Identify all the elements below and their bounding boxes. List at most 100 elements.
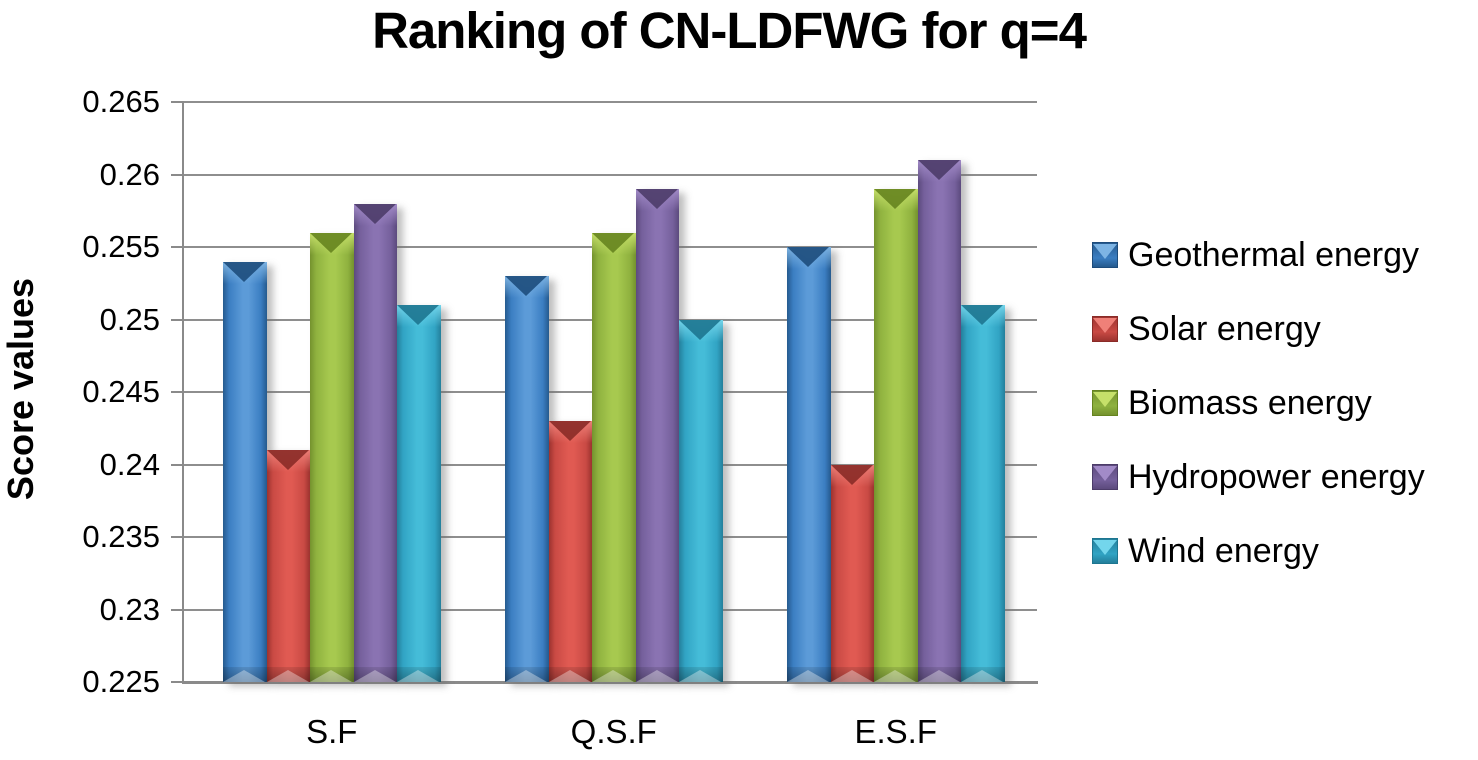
bar-hydropower-energy xyxy=(917,160,961,682)
legend-label: Geothermal energy xyxy=(1128,235,1420,274)
bar-top-bevel xyxy=(787,247,829,267)
bar-top-bevel xyxy=(917,160,960,180)
x-tick-label: Q.S.F xyxy=(570,713,657,750)
bar-top-bevel xyxy=(223,261,265,282)
y-axis-tick xyxy=(171,173,183,176)
y-axis-tick xyxy=(171,463,183,466)
legend-label: Hydropower energy xyxy=(1128,457,1425,496)
legend-swatch-bevel xyxy=(1093,318,1117,333)
y-tick-label: 0.23 xyxy=(99,591,160,627)
x-tick-label: S.F xyxy=(306,713,358,750)
bar-bottom-bevel xyxy=(592,670,634,682)
legend-item: Solar energy xyxy=(1092,309,1425,348)
y-axis-tick xyxy=(171,246,183,248)
legend-swatch xyxy=(1092,390,1118,416)
bar-top-bevel xyxy=(592,232,634,253)
y-axis-tick xyxy=(171,681,183,683)
gridline xyxy=(183,173,1037,176)
bar-bottom-shade xyxy=(548,667,592,682)
legend-swatch xyxy=(1092,316,1118,342)
bar-biomass-energy xyxy=(874,189,918,682)
legend-swatch-bevel xyxy=(1093,244,1117,259)
legend-label: Wind energy xyxy=(1128,531,1319,570)
bar-geothermal-energy xyxy=(787,247,831,682)
legend-item: Wind energy xyxy=(1092,531,1425,570)
y-tick-label: 0.26 xyxy=(99,156,160,192)
bar-wind-energy xyxy=(679,319,723,682)
y-axis-tick xyxy=(171,536,183,538)
bar-bottom-bevel xyxy=(635,670,678,682)
bar-bottom-shade xyxy=(505,667,549,682)
x-axis-line xyxy=(182,681,1038,684)
bar-bottom-bevel xyxy=(961,670,1003,682)
bar-hydropower-energy xyxy=(635,189,679,682)
bar-top-bevel xyxy=(961,305,1003,325)
y-tick-label: 0.25 xyxy=(99,301,160,337)
y-axis-tick xyxy=(171,101,183,103)
y-tick-label: 0.225 xyxy=(82,664,160,699)
bar-wind-energy xyxy=(961,305,1005,682)
bar-solar-energy xyxy=(830,464,874,682)
legend-label: Biomass energy xyxy=(1128,383,1372,422)
chart-title: Ranking of CN-LDFWG for q=4 xyxy=(372,2,1087,59)
bar-bottom-shade xyxy=(397,667,441,682)
bar-top-bevel xyxy=(830,464,873,485)
legend: Geothermal energy Solar energy Biomass ene… xyxy=(1092,235,1425,570)
bar-solar-energy xyxy=(266,450,310,682)
bar-top-bevel xyxy=(635,189,678,209)
legend-item: Geothermal energy xyxy=(1092,235,1425,274)
legend-item: Biomass energy xyxy=(1092,383,1425,422)
legend-swatch xyxy=(1092,464,1118,490)
bar-bottom-shade xyxy=(917,667,961,682)
bar-bottom-shade xyxy=(592,667,636,682)
y-axis-line xyxy=(182,101,184,683)
legend-item: Hydropower energy xyxy=(1092,457,1425,496)
bar-top-bevel xyxy=(310,232,352,253)
legend-swatch-bevel xyxy=(1093,466,1117,481)
bar-bottom-bevel xyxy=(353,670,396,682)
legend-swatch-bevel xyxy=(1093,540,1117,555)
bar-top-bevel xyxy=(874,189,916,209)
legend-label: Solar energy xyxy=(1128,309,1321,348)
gridline xyxy=(183,101,1037,103)
legend-swatch-bevel xyxy=(1093,392,1117,407)
bar-bottom-shade xyxy=(635,667,679,682)
legend-swatch xyxy=(1092,538,1118,564)
y-tick-label: 0.245 xyxy=(82,374,160,409)
bar-hydropower-energy xyxy=(353,203,397,682)
bar-biomass-energy xyxy=(310,232,354,682)
bar-bottom-shade xyxy=(353,667,397,682)
y-axis-tick xyxy=(171,608,183,611)
bar-bottom-bevel xyxy=(830,670,873,682)
bar-bottom-bevel xyxy=(397,670,439,682)
bar-top-bevel xyxy=(353,203,396,224)
bar-bottom-shade xyxy=(266,667,310,682)
bar-bottom-shade xyxy=(830,667,874,682)
bar-bottom-shade xyxy=(310,667,354,682)
bar-bottom-bevel xyxy=(874,670,916,682)
bar-bottom-bevel xyxy=(917,670,960,682)
bar-wind-energy xyxy=(397,305,441,682)
bar-bottom-bevel xyxy=(679,670,721,682)
y-tick-label: 0.265 xyxy=(82,84,160,119)
bar-top-bevel xyxy=(679,319,721,340)
x-tick-label: E.S.F xyxy=(854,713,938,750)
bar-top-bevel xyxy=(505,276,547,296)
bar-top-bevel xyxy=(266,450,309,470)
bar-bottom-bevel xyxy=(223,670,265,682)
bar-geothermal-energy xyxy=(223,261,267,682)
bar-bottom-shade xyxy=(679,667,723,682)
y-axis-tick xyxy=(171,318,183,321)
bar-bottom-shade xyxy=(223,667,267,682)
legend-swatch xyxy=(1092,242,1118,268)
y-tick-label: 0.235 xyxy=(82,519,160,554)
y-tick-label: 0.255 xyxy=(82,229,160,264)
y-axis-tick xyxy=(171,391,183,393)
bar-bottom-bevel xyxy=(505,670,547,682)
bar-biomass-energy xyxy=(592,232,636,682)
bar-geothermal-energy xyxy=(505,276,549,682)
y-tick-label: 0.24 xyxy=(99,446,160,482)
bar-bottom-shade xyxy=(961,667,1005,682)
